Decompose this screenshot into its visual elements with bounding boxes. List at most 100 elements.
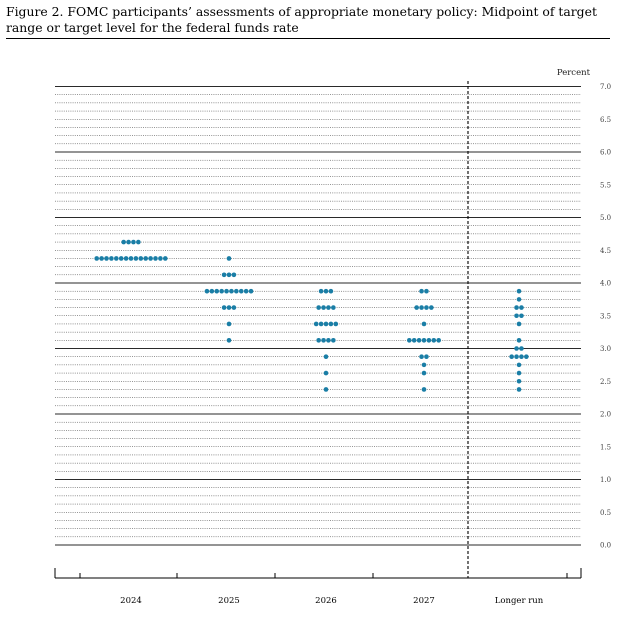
participant-dot (234, 288, 239, 294)
participant-dot (131, 239, 136, 245)
title-rule (6, 38, 610, 39)
y-tick-label: 3.0 (600, 345, 611, 353)
participant-dot (313, 321, 319, 327)
participant-dot (133, 256, 139, 261)
y-tick-label: 1.5 (600, 443, 611, 451)
y-tick-label: 7.0 (600, 83, 611, 91)
participant-dot (416, 338, 422, 343)
participant-dot (316, 305, 321, 310)
participant-dot (424, 354, 429, 359)
participant-dot (407, 338, 412, 343)
participant-dot (328, 288, 334, 294)
participant-dot (519, 354, 524, 359)
participant-dot (121, 239, 126, 245)
participant-dot (323, 387, 329, 392)
participant-dot (229, 288, 234, 294)
participant-dot (436, 338, 442, 343)
participant-dot (224, 288, 229, 294)
participant-dot (514, 313, 519, 319)
participant-dot (429, 305, 434, 310)
y-tick-label: 3.5 (600, 312, 611, 320)
participant-dot (421, 387, 427, 392)
participant-dot (514, 346, 519, 351)
participant-dot (509, 354, 514, 359)
chart-title: Figure 2. FOMC participants’ assessments… (6, 4, 597, 35)
participant-dot (128, 256, 134, 261)
participant-dot (109, 256, 114, 261)
participant-dot (231, 305, 237, 310)
participant-dot (163, 256, 168, 261)
y-tick-label: 4.5 (600, 247, 611, 255)
participant-dot (516, 288, 522, 294)
participant-dot (323, 354, 329, 359)
participant-dot (421, 362, 427, 368)
participant-dot (514, 305, 519, 310)
participant-dot (514, 354, 519, 359)
participant-dot (138, 256, 144, 261)
participant-dot (414, 305, 419, 310)
participant-dot (411, 338, 417, 343)
participant-dot (419, 288, 424, 294)
participant-dot (421, 321, 427, 327)
participant-dot (214, 288, 220, 294)
y-tick-label: 5.0 (600, 214, 611, 222)
participant-dot (226, 305, 232, 310)
dot-series (94, 239, 529, 392)
participant-dot (221, 305, 227, 310)
participant-dot (126, 239, 131, 245)
participant-dot (424, 288, 429, 294)
participant-dot (318, 321, 324, 327)
x-tick-label: 2025 (218, 596, 240, 606)
participant-dot (221, 272, 227, 278)
participant-dot (421, 338, 427, 343)
participant-dot (326, 305, 331, 310)
participant-dot (248, 288, 254, 294)
participant-dot (331, 305, 336, 310)
y-tick-label: 2.0 (600, 411, 611, 419)
participant-dot (316, 338, 321, 343)
participant-dot (419, 305, 424, 310)
participant-dot (323, 288, 329, 294)
grid-lines (55, 86, 581, 546)
participant-dot (136, 239, 141, 245)
participant-dot (226, 272, 232, 278)
participant-dot (326, 338, 331, 343)
participant-dot (114, 256, 119, 261)
participant-dot (516, 338, 522, 343)
participant-dot (323, 370, 329, 376)
participant-dot (424, 305, 429, 310)
participant-dot (516, 370, 522, 376)
participant-dot (231, 272, 237, 278)
x-axis (54, 81, 582, 579)
participant-dot (318, 288, 324, 294)
participant-dot (516, 297, 522, 302)
participant-dot (99, 256, 104, 261)
y-tick-label: 0.5 (600, 509, 611, 517)
participant-dot (328, 321, 334, 327)
participant-dot (331, 338, 336, 343)
y-tick-label: 6.0 (600, 149, 611, 157)
participant-dot (519, 305, 524, 310)
participant-dot (226, 256, 232, 261)
x-tick-label: 2026 (315, 596, 337, 606)
participant-dot (243, 288, 249, 294)
x-tick-labels: 2024 2025 2026 2027 Longer run (120, 596, 544, 606)
participant-dot (516, 321, 522, 327)
participant-dot (431, 338, 437, 343)
participant-dot (148, 256, 153, 261)
participant-dot (516, 387, 522, 392)
participant-dot (118, 256, 124, 261)
y-axis-unit-label: Percent (556, 68, 590, 78)
participant-dot (516, 362, 522, 368)
participant-dot (519, 346, 524, 351)
y-tick-label: 4.0 (600, 280, 611, 288)
participant-dot (104, 256, 109, 261)
x-tick-label: 2027 (413, 596, 435, 606)
participant-dot (323, 321, 329, 327)
participant-dot (143, 256, 148, 261)
participant-dot (158, 256, 163, 261)
y-tick-label: 0.0 (600, 542, 611, 550)
participant-dot (516, 378, 522, 384)
x-tick-label: 2024 (120, 596, 142, 606)
